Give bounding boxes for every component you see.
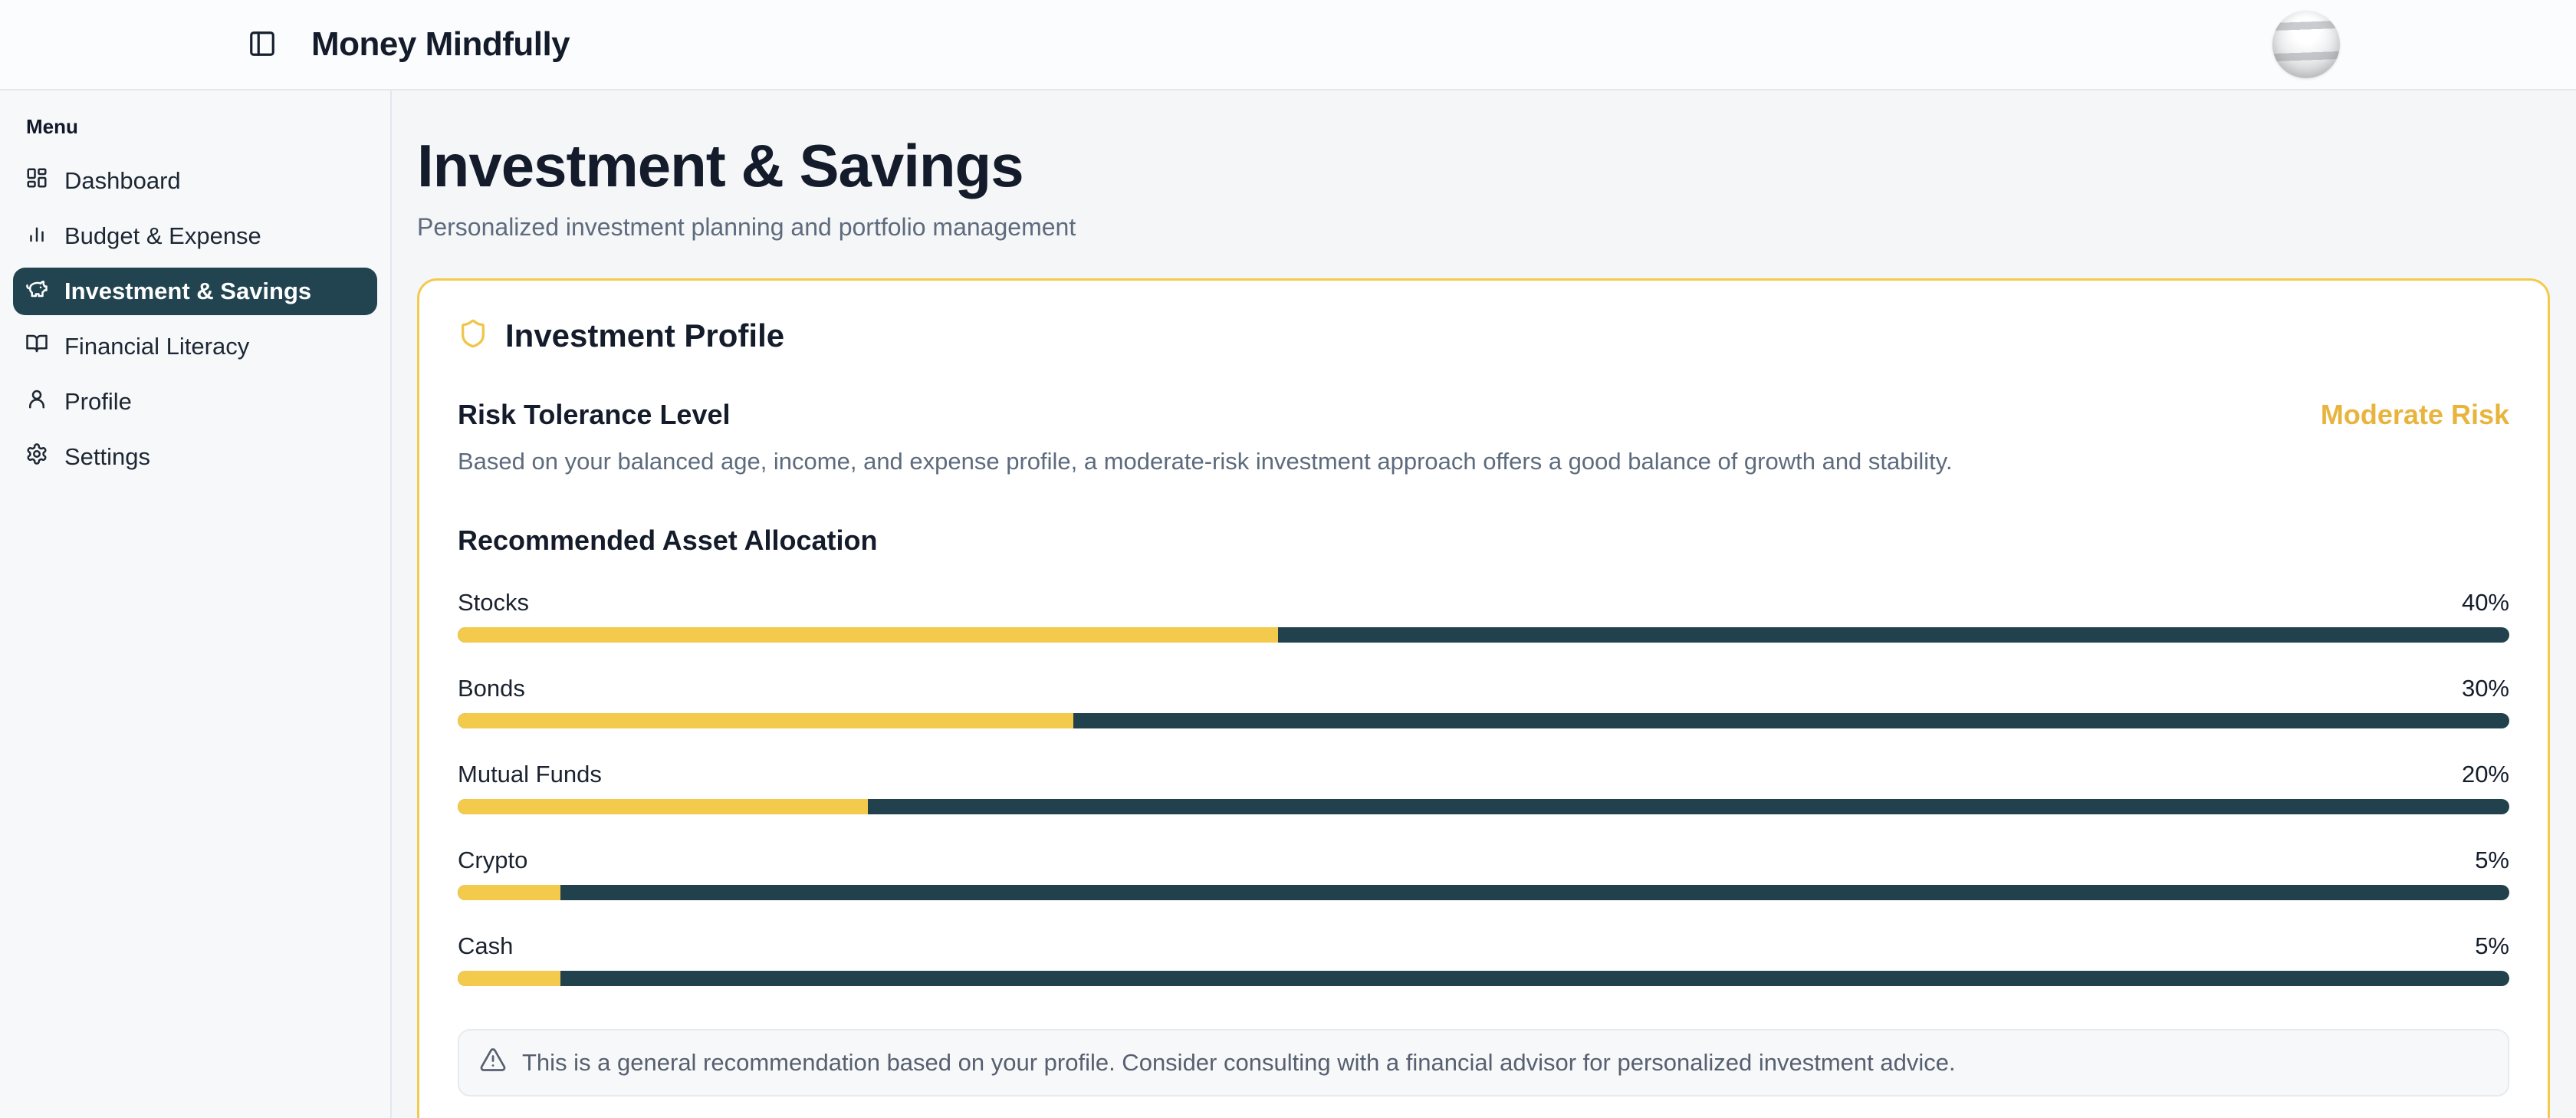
app-shell: Menu Dashboard Budget & Expense: [0, 90, 2576, 1118]
panel-left-icon: [248, 29, 277, 61]
allocation-label: Crypto: [458, 847, 528, 874]
sidebar-toggle-button[interactable]: [247, 29, 278, 60]
allocation-bar-track: [458, 713, 2509, 729]
app-title: Money Mindfully: [311, 25, 570, 63]
sidebar-item-investment-savings[interactable]: Investment & Savings: [13, 268, 377, 315]
page-title: Investment & Savings: [417, 132, 1024, 199]
shield-icon: [458, 318, 488, 353]
card-header: Investment Profile: [458, 317, 2509, 354]
risk-tolerance-row: Risk Tolerance Level Moderate Risk: [458, 399, 2509, 431]
allocation-label: Cash: [458, 932, 514, 960]
main-content: Investment & Savings Personalized invest…: [392, 90, 2576, 1118]
risk-description: Based on your balanced age, income, and …: [458, 447, 1953, 475]
sidebar: Menu Dashboard Budget & Expense: [0, 90, 392, 1118]
sidebar-item-label: Investment & Savings: [64, 278, 312, 304]
app-header: Money Mindfully: [0, 0, 2576, 90]
sidebar-item-label: Dashboard: [64, 167, 181, 194]
allocation-bar-fill: [458, 713, 1073, 729]
allocation-bar-fill: [458, 971, 560, 987]
sidebar-item-profile[interactable]: Profile: [13, 378, 377, 426]
advisory-note: This is a general recommendation based o…: [458, 1029, 2509, 1097]
sidebar-item-settings[interactable]: Settings: [13, 433, 377, 481]
allocation-heading: Recommended Asset Allocation: [458, 524, 878, 557]
allocation-percent: 20%: [2461, 761, 2509, 788]
allocation-row-bonds: Bonds 30%: [458, 675, 2509, 729]
sidebar-item-label: Financial Literacy: [64, 333, 250, 360]
allocation-row-cash: Cash 5%: [458, 932, 2509, 987]
allocation-row-stocks: Stocks 40%: [458, 589, 2509, 643]
risk-level-badge: Moderate Risk: [2320, 398, 2509, 430]
allocation-row-mutual-funds: Mutual Funds 20%: [458, 761, 2509, 815]
allocation-bar-fill: [458, 885, 560, 901]
gear-icon: [25, 442, 48, 472]
risk-tolerance-heading: Risk Tolerance Level: [458, 398, 731, 430]
allocation-bar-fill: [458, 627, 1279, 643]
allocation-percent: 5%: [2475, 932, 2509, 960]
allocation-percent: 30%: [2461, 675, 2509, 702]
allocation-row-crypto: Crypto 5%: [458, 847, 2509, 901]
allocation-percent: 40%: [2461, 589, 2509, 617]
allocation-bar-track: [458, 627, 2509, 643]
page-subtitle: Personalized investment planning and por…: [417, 212, 1076, 241]
investment-profile-card: Investment Profile Risk Tolerance Level …: [417, 278, 2550, 1118]
allocation-percent: 5%: [2475, 847, 2509, 874]
sidebar-item-financial-literacy[interactable]: Financial Literacy: [13, 323, 377, 370]
sidebar-nav: Dashboard Budget & Expense Investment & …: [0, 157, 390, 488]
allocation-bar-fill: [458, 799, 869, 815]
warning-triangle-icon: [479, 1046, 507, 1080]
allocation-bar-track: [458, 971, 2509, 987]
open-book-icon: [25, 332, 48, 361]
bar-chart-icon: [25, 222, 48, 251]
sidebar-section-label: Menu: [26, 115, 78, 138]
sidebar-item-label: Budget & Expense: [64, 222, 261, 249]
allocation-label: Bonds: [458, 675, 525, 702]
sidebar-item-dashboard[interactable]: Dashboard: [13, 157, 377, 205]
piggy-bank-icon: [25, 277, 48, 306]
avatar[interactable]: [2272, 11, 2340, 78]
sidebar-item-label: Profile: [64, 388, 132, 415]
sidebar-item-budget-expense[interactable]: Budget & Expense: [13, 212, 377, 260]
allocation-label: Stocks: [458, 589, 530, 617]
sidebar-item-label: Settings: [64, 443, 151, 470]
allocation-bar-track: [458, 799, 2509, 815]
allocation-label: Mutual Funds: [458, 761, 602, 788]
dashboard-grid-icon: [25, 166, 48, 196]
advisory-note-text: This is a general recommendation based o…: [522, 1049, 1956, 1077]
allocation-bar-track: [458, 885, 2509, 901]
user-icon: [25, 387, 48, 416]
card-title: Investment Profile: [505, 317, 785, 353]
